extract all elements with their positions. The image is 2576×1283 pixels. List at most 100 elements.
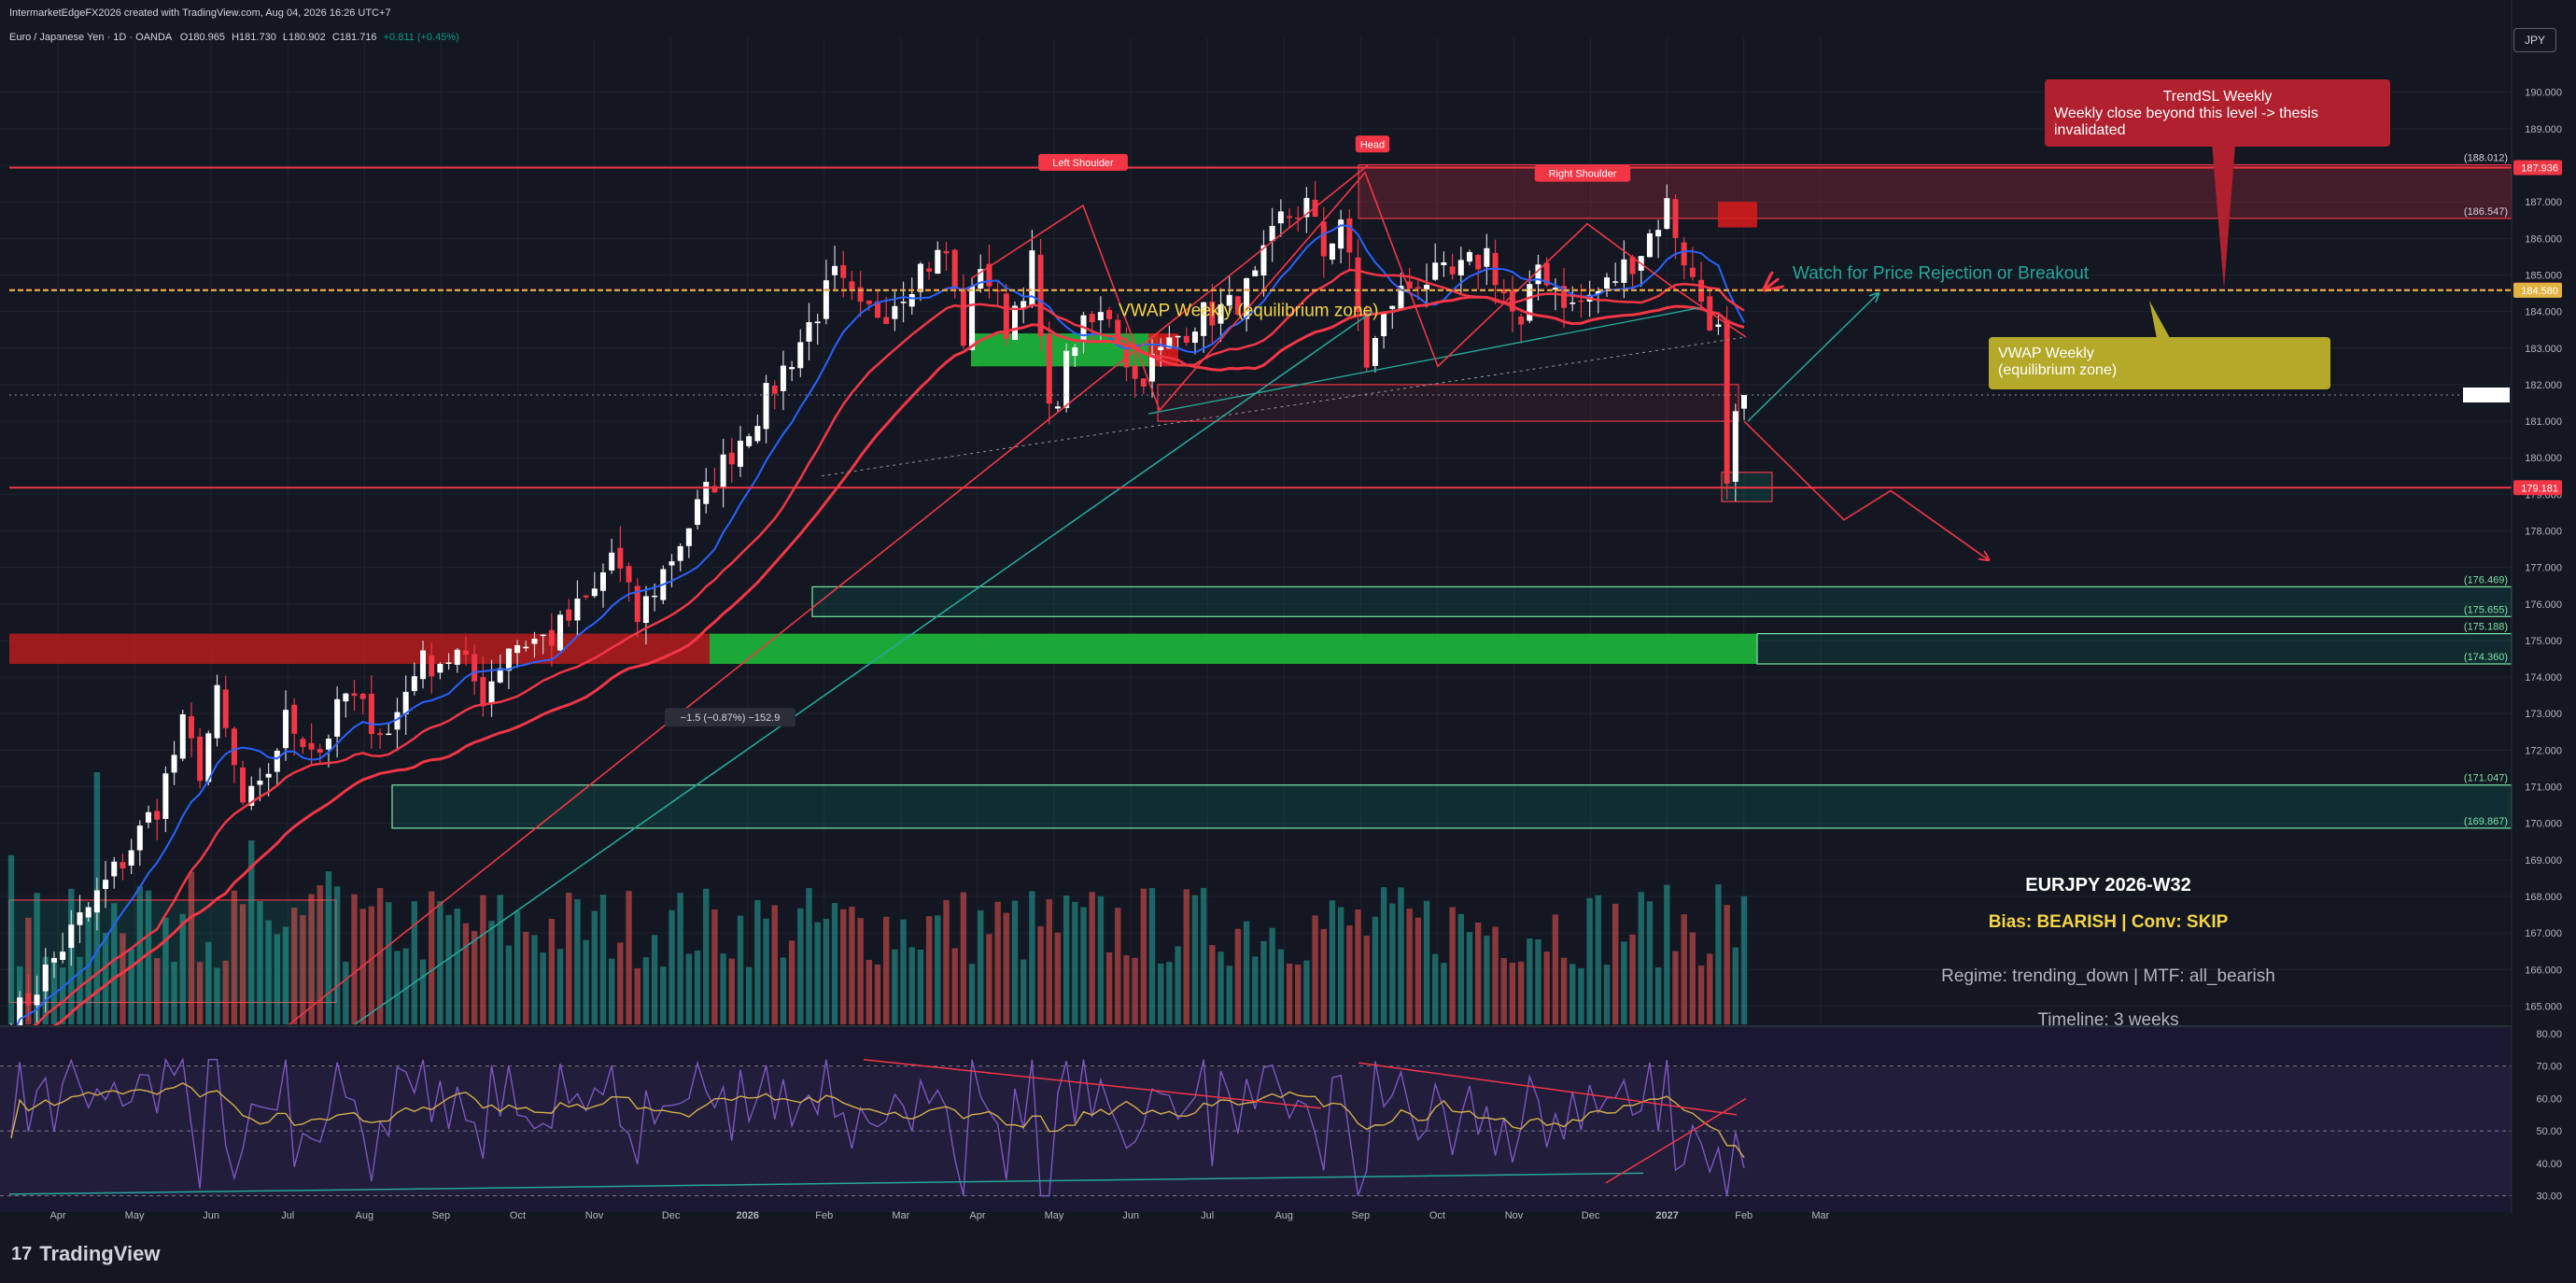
volume-bar bbox=[231, 890, 238, 1024]
volume-bar bbox=[162, 917, 169, 1024]
volume-bar bbox=[1603, 965, 1611, 1024]
symbol-name[interactable]: Euro / Japanese Yen · 1D · OANDA bbox=[9, 32, 172, 43]
y-tick-label: 189.000 bbox=[2525, 124, 2562, 135]
candle-body bbox=[1355, 257, 1361, 313]
candle bbox=[849, 271, 855, 301]
volume-bar bbox=[728, 958, 736, 1024]
candle-body bbox=[1578, 300, 1584, 303]
candle-body bbox=[103, 880, 109, 889]
pattern-label: Right Shoulder bbox=[1549, 169, 1617, 180]
volume-bar bbox=[34, 893, 40, 1024]
volume-bar bbox=[1500, 958, 1507, 1024]
candle bbox=[1218, 288, 1224, 343]
support-zone-2-solid bbox=[710, 633, 1757, 664]
candle bbox=[317, 743, 323, 765]
volume-bar bbox=[968, 964, 976, 1024]
volume-bar bbox=[471, 931, 478, 1024]
candle-body bbox=[50, 957, 57, 963]
volume-bar bbox=[1003, 912, 1010, 1024]
candle bbox=[711, 467, 718, 493]
volume-bar bbox=[1466, 932, 1473, 1024]
volume-bar bbox=[1423, 900, 1430, 1024]
volume-bar bbox=[1672, 951, 1679, 1024]
volume-bar bbox=[608, 958, 615, 1024]
volume-bar bbox=[136, 886, 144, 1024]
volume-bar bbox=[386, 902, 392, 1024]
candle bbox=[179, 710, 186, 762]
candle-body bbox=[462, 650, 469, 656]
volume-bar bbox=[437, 900, 443, 1024]
candle bbox=[1424, 263, 1430, 308]
x-tick-label: Feb bbox=[1735, 1210, 1753, 1221]
volume-bar bbox=[900, 919, 907, 1024]
level-label: (188.012) bbox=[2464, 153, 2508, 164]
volume-bar bbox=[523, 931, 529, 1024]
volume-bar bbox=[917, 949, 924, 1024]
y-tick-label: 171.000 bbox=[2525, 782, 2562, 794]
volume-bar bbox=[429, 891, 435, 1024]
volume-bar bbox=[265, 920, 272, 1024]
candle-body bbox=[900, 302, 907, 303]
volume-bar bbox=[368, 906, 375, 1024]
candle-body bbox=[1140, 378, 1147, 387]
x-tick-label: Jun bbox=[1122, 1210, 1139, 1221]
currency-button[interactable]: JPY bbox=[2513, 28, 2556, 52]
candle-body bbox=[840, 265, 847, 278]
candle-body bbox=[60, 952, 66, 961]
candle bbox=[334, 686, 341, 758]
candle-body bbox=[1252, 270, 1259, 276]
candle bbox=[1664, 184, 1670, 230]
tradingview-logo[interactable]: 17 TradingView bbox=[11, 1242, 160, 1266]
vwap-callout-line1: VWAP Weekly bbox=[1998, 345, 2094, 361]
volume-bar bbox=[823, 919, 830, 1024]
candle bbox=[1603, 273, 1610, 297]
candle bbox=[978, 254, 984, 293]
candle-body bbox=[248, 785, 255, 806]
candle-body bbox=[1449, 266, 1456, 275]
tv-logo-icon: 17 bbox=[11, 1243, 33, 1264]
candle-body bbox=[197, 736, 204, 782]
volume-bar bbox=[669, 909, 675, 1024]
volume-bar bbox=[291, 908, 298, 1024]
candle-body bbox=[334, 698, 341, 737]
candle bbox=[1724, 305, 1730, 500]
volume-bar bbox=[763, 918, 769, 1024]
candle bbox=[274, 748, 280, 786]
candle bbox=[763, 374, 769, 444]
candle bbox=[1449, 253, 1456, 280]
annotations: Left Shoulder Head Right Shoulder −1.5 (−0.… bbox=[0, 79, 2512, 1030]
volume-bar bbox=[1517, 961, 1525, 1024]
x-tick-label: Feb bbox=[815, 1210, 833, 1221]
volume-bar bbox=[1398, 887, 1404, 1024]
candle bbox=[154, 798, 161, 840]
volume-bar bbox=[1707, 953, 1713, 1024]
volume-bar bbox=[797, 908, 804, 1024]
axes: 190.000189.000188.000187.000186.000185.0… bbox=[49, 0, 2562, 1221]
volume-bar bbox=[1226, 966, 1232, 1024]
candle bbox=[1149, 339, 1156, 398]
volume-bar bbox=[1570, 964, 1576, 1024]
trendsl-title: TrendSL Weekly bbox=[2163, 89, 2273, 105]
candle-body bbox=[746, 436, 753, 446]
candle-body bbox=[1175, 335, 1181, 338]
level-label: (176.469) bbox=[2464, 574, 2508, 585]
candle bbox=[1158, 338, 1164, 368]
candle bbox=[359, 692, 366, 715]
candle-body bbox=[943, 250, 950, 254]
y-tick-label: 186.000 bbox=[2525, 233, 2562, 245]
symbol-legend[interactable]: Euro / Japanese Yen · 1D · OANDA O180.96… bbox=[9, 32, 459, 43]
candle bbox=[1475, 253, 1482, 289]
candle bbox=[103, 861, 109, 909]
candle bbox=[308, 723, 315, 766]
candle-body bbox=[986, 263, 992, 287]
candle bbox=[994, 280, 1001, 307]
volume-bar bbox=[1140, 888, 1147, 1024]
candle-body bbox=[1466, 251, 1472, 262]
candle-body bbox=[1535, 264, 1541, 285]
candle-body bbox=[1732, 411, 1738, 482]
candle-body bbox=[780, 365, 786, 391]
candle-body bbox=[497, 668, 503, 683]
candle bbox=[1312, 180, 1318, 218]
volume-bar bbox=[514, 910, 521, 1024]
